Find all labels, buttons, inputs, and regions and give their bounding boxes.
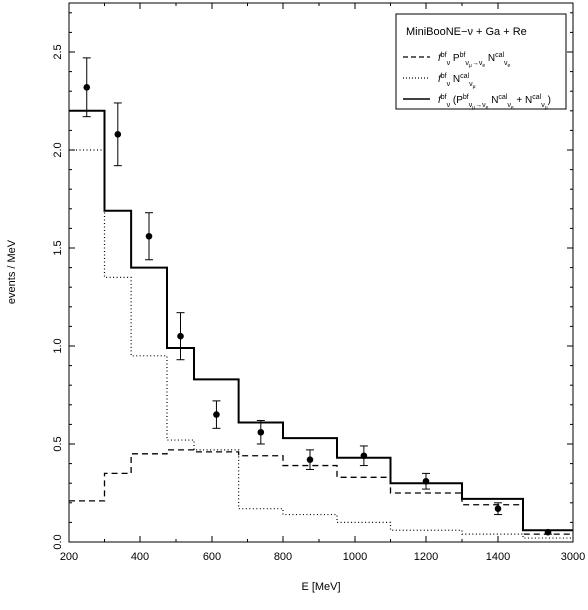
series-line-dashed: [69, 449, 573, 535]
y-tick-label: 1.5: [52, 240, 64, 255]
data-point: [306, 456, 314, 463]
data-point: [177, 332, 184, 340]
y-axis-label: events / MeV: [6, 239, 18, 304]
data-point: [544, 528, 552, 536]
series-line-dotted: [69, 149, 573, 539]
x-tick-label: 600: [203, 551, 221, 563]
y-tick-label: 2.0: [52, 142, 64, 157]
x-tick-label: 1000: [343, 551, 367, 563]
data-point: [114, 131, 122, 138]
plot-frame: [68, 2, 574, 543]
data-point: [83, 83, 91, 91]
x-axis-label: E [MeV]: [301, 581, 340, 593]
legend-box: [395, 13, 567, 110]
legend-label-dotted: fbfν Ncalνμ: [438, 73, 476, 90]
x-tick-label: 400: [131, 551, 149, 563]
x-tick-label: 1200: [414, 551, 438, 563]
x-tick-label: 800: [274, 551, 292, 563]
y-tick-label: 1.0: [52, 338, 64, 353]
data-point: [145, 232, 153, 240]
series-line-solid: [69, 109, 573, 532]
legend-label-dashed: fbfν Pbfνμ→νe Ncalνe: [438, 52, 511, 69]
x-tick-label: 200: [60, 551, 78, 563]
y-tick-label: 2.5: [52, 44, 64, 59]
legend-label-solid: fbfν (Pbfνμ→νe Ncalνe + Ncalνμ): [438, 94, 551, 111]
data-point: [422, 477, 430, 485]
data-point: [494, 505, 502, 512]
y-tick-label: 0.5: [52, 436, 64, 451]
legend: MiniBooNE−ν + Ga + Re fbfν Pbfνμ→νe Ncal…: [395, 13, 567, 111]
y-tick-label: 0.0: [52, 534, 64, 549]
data-point: [360, 452, 368, 460]
legend-title: MiniBooNE−ν + Ga + Re: [406, 26, 527, 38]
x-tick-label: 3000: [561, 551, 585, 563]
x-tick-label: 1400: [486, 551, 510, 563]
data-point: [257, 428, 265, 436]
data-point: [213, 411, 220, 418]
